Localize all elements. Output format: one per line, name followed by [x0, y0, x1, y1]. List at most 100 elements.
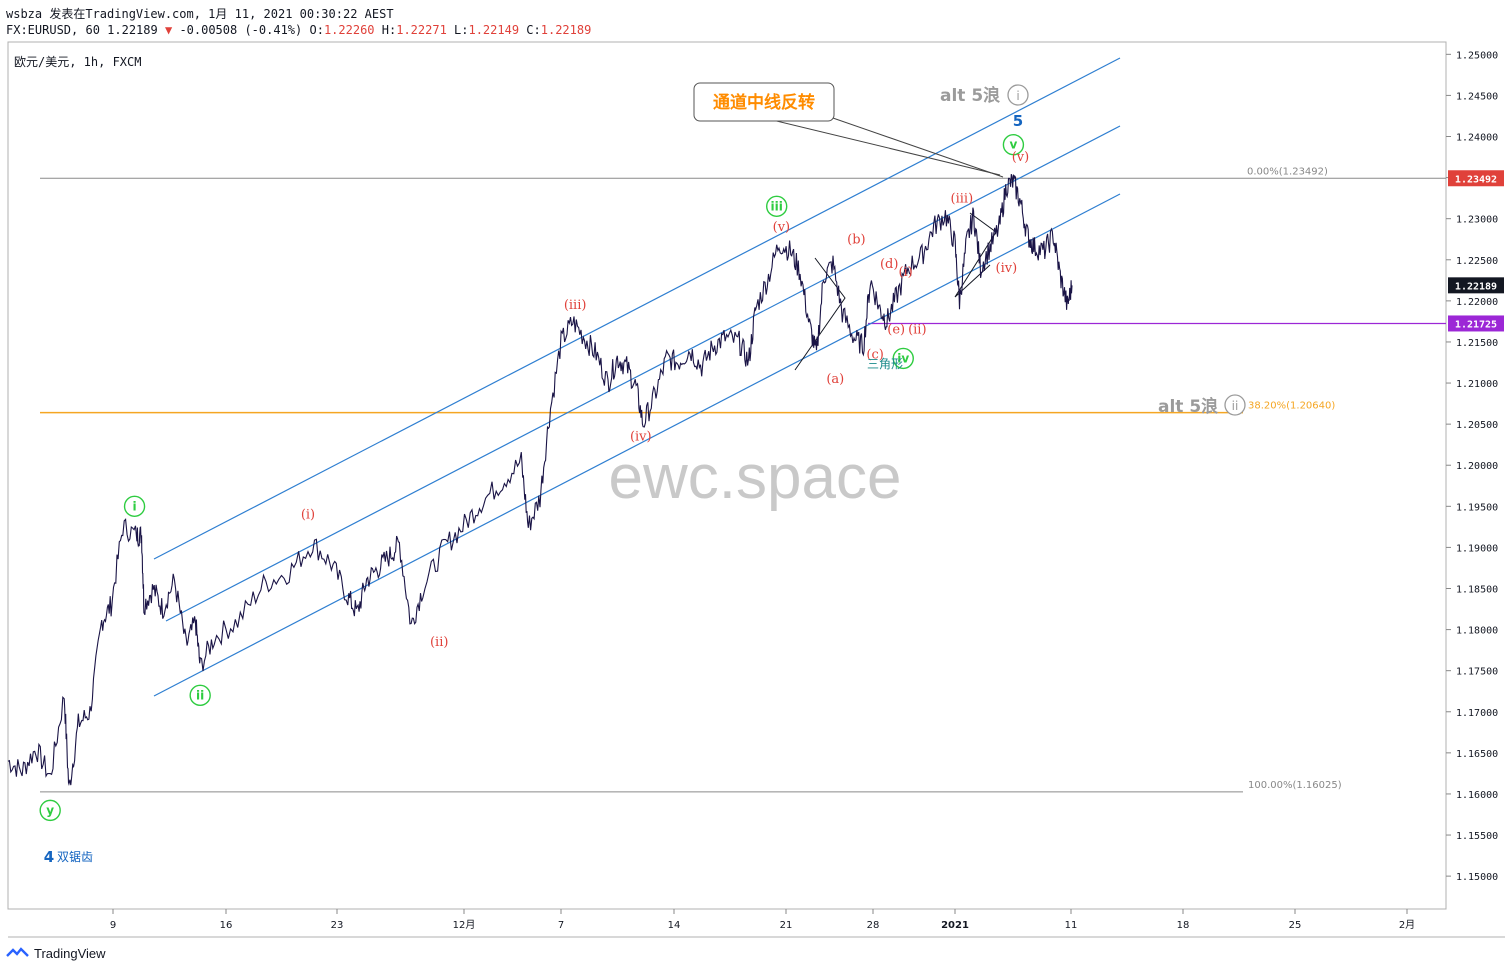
- wave-label: (iii): [951, 191, 974, 206]
- low-label: L:: [454, 23, 469, 37]
- wave-label: y: [46, 803, 54, 817]
- price-tag-label: 1.22189: [1455, 281, 1497, 292]
- x-tick-label: 2月: [1399, 919, 1415, 931]
- wave-label: (ii): [908, 323, 926, 338]
- x-tick-label: 2021: [941, 920, 969, 931]
- x-tick-label: 7: [558, 920, 564, 931]
- wave-circle: [892, 347, 914, 370]
- wave-label: ii: [196, 688, 204, 702]
- y-tick-label: 1.16000: [1456, 790, 1498, 801]
- price-tag-label: 1.23492: [1455, 174, 1497, 185]
- close-value: 1.22189: [540, 23, 592, 37]
- alt-wave-number: i: [1016, 89, 1019, 103]
- y-tick-label: 1.19500: [1456, 502, 1498, 513]
- plot-frame: [7, 41, 1447, 910]
- down-arrow-icon: ▼: [164, 23, 173, 37]
- price-series-line: [7, 174, 1073, 786]
- alt-wave-label: alt 5浪: [940, 85, 1000, 106]
- channel-line-3: [153, 193, 1121, 697]
- wave-label: (v): [1012, 150, 1030, 165]
- fib-label-382: 38.20%(1.20640): [1248, 401, 1335, 412]
- last-price: 1.22189: [107, 23, 158, 37]
- callout-text: 通道中线反转: [713, 92, 815, 113]
- wave-circle: [766, 195, 788, 218]
- y-tick-label: 1.20000: [1456, 461, 1498, 472]
- price-tag: [1448, 277, 1504, 294]
- y-tick-label: 1.19000: [1456, 543, 1498, 554]
- high-label: H:: [381, 23, 397, 37]
- wave-label: (b): [847, 232, 865, 247]
- fib-label-100: 100.00%(1.16025): [1248, 780, 1342, 791]
- y-tick-label: 1.22000: [1456, 297, 1498, 308]
- y-tick-label: 1.23000: [1456, 215, 1498, 226]
- brand-name: TradingView: [34, 946, 106, 961]
- symbol-prefix: FX:EURUSD, 60: [6, 23, 100, 37]
- y-tick-label: 1.24500: [1456, 91, 1498, 102]
- callout-box: [693, 82, 835, 122]
- publish-info: wsbza 发表在TradingView.com, 1月 11, 2021 00…: [6, 7, 394, 21]
- footer-brand[interactable]: TradingView: [6, 946, 106, 961]
- wave-circle: [189, 684, 211, 707]
- x-tick-label: 23: [331, 920, 344, 931]
- triangle-note: 三角形: [867, 357, 903, 371]
- y-tick-label: 1.18500: [1456, 584, 1498, 595]
- y-tick-label: 1.15500: [1456, 831, 1498, 842]
- y-tick-label: 1.17000: [1456, 708, 1498, 719]
- y-tick-label: 1.24000: [1456, 133, 1498, 144]
- x-tick-label: 14: [668, 920, 681, 931]
- y-tick-label: 1.21000: [1456, 379, 1498, 390]
- alt-wave-label: alt 5浪: [1158, 396, 1218, 417]
- channel-line-2: [165, 125, 1121, 622]
- wave-label: (v): [773, 220, 791, 235]
- open-value: 1.22260: [323, 23, 375, 37]
- wave-label: (iv): [996, 261, 1018, 276]
- x-tick-label: 28: [867, 920, 880, 931]
- x-tick-label: 9: [110, 920, 116, 931]
- wave-label: (iii): [564, 298, 587, 313]
- wave-label: v: [1009, 138, 1017, 152]
- alt-wave-circle: [1224, 394, 1246, 416]
- wave-circle: [1002, 134, 1025, 156]
- x-tick-label: 16: [220, 920, 233, 931]
- y-tick-label: 1.15000: [1456, 872, 1498, 883]
- close-label: C:: [526, 23, 541, 37]
- symbol-label: 欧元/美元, 1h, FXCM: [14, 55, 142, 69]
- price-tag-label: 1.21725: [1455, 319, 1497, 330]
- wave-label: i: [132, 499, 136, 513]
- callout-pointer: [759, 116, 1001, 176]
- y-tick-label: 1.22500: [1456, 256, 1498, 267]
- wave-label: iii: [771, 199, 783, 213]
- open-label: O:: [309, 23, 324, 37]
- y-tick-label: 1.16500: [1456, 749, 1498, 760]
- price-change: -0.00508 (-0.41%): [179, 23, 303, 37]
- wave-circle: [123, 495, 146, 518]
- triangle-outline: [794, 257, 846, 371]
- wave-circle: [39, 799, 61, 822]
- wave-label: (a): [826, 372, 844, 387]
- wave-label: (d): [880, 257, 898, 272]
- y-tick-label: 1.21500: [1456, 338, 1498, 349]
- fib-label-0: 0.00%(1.23492): [1247, 166, 1328, 177]
- wave-label: (ii): [430, 635, 448, 650]
- wave-label: (i): [301, 508, 315, 523]
- alt-wave-circle: [1007, 84, 1029, 106]
- price-tag: [1448, 170, 1504, 187]
- y-tick-label: 1.20500: [1456, 420, 1498, 431]
- high-value: 1.22271: [396, 23, 447, 37]
- wave-label: (c): [866, 347, 883, 362]
- double-zigzag-note: 双锯齿: [57, 849, 93, 864]
- wave-label: iv: [897, 351, 909, 365]
- wave-label: (i): [898, 265, 912, 280]
- alt-wave-number: ii: [1232, 399, 1239, 413]
- ohlc-legend: FX:EURUSD, 60 1.22189 ▼ -0.00508 (-0.41%…: [6, 23, 591, 37]
- callout-pointer: [829, 116, 1004, 178]
- price-tag: [1448, 315, 1504, 332]
- watermark: ewc.space: [609, 443, 902, 512]
- x-tick-label: 18: [1177, 920, 1190, 931]
- channel-line-1: [153, 57, 1121, 560]
- wave-label: (iv): [630, 430, 652, 445]
- wave-5-label: 5: [1013, 112, 1023, 130]
- x-tick-label: 25: [1289, 920, 1302, 931]
- wave-4-label: 4: [44, 848, 54, 866]
